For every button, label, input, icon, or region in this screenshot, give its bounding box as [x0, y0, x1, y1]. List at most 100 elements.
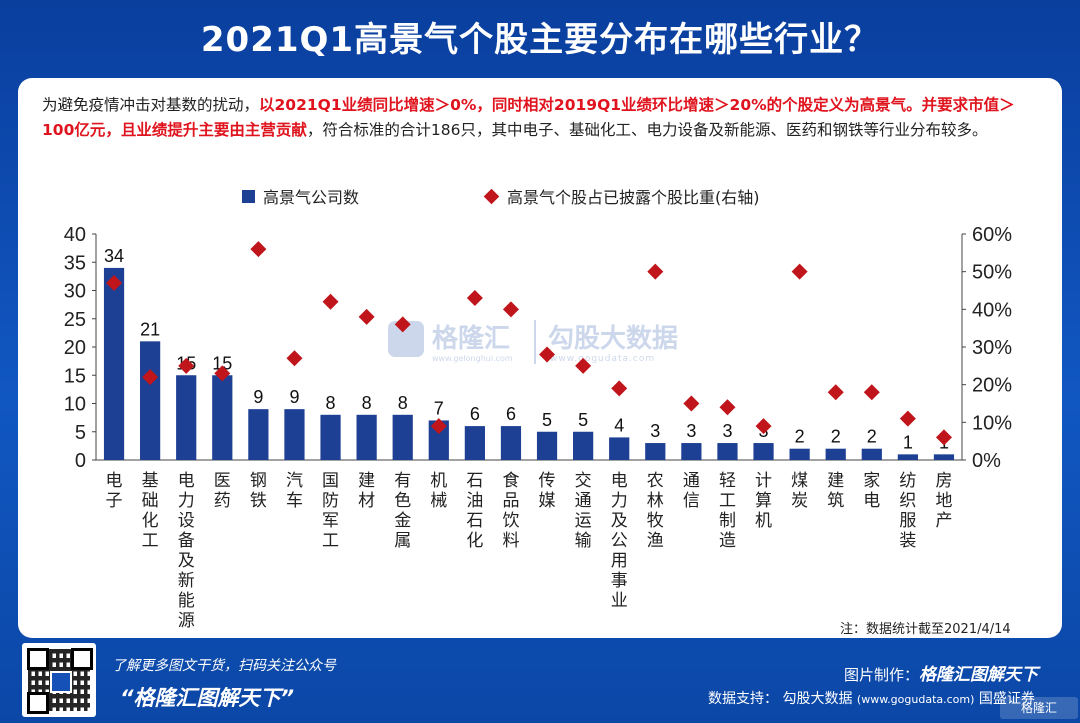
share-marker	[394, 316, 411, 333]
bar	[248, 409, 269, 460]
category-label-char: 子	[106, 491, 123, 511]
share-marker	[899, 410, 916, 427]
data-support-value: 勾股大数据	[782, 691, 853, 707]
bar	[861, 448, 882, 460]
bar-value-label: 1	[903, 432, 913, 452]
description-text: 为避免疫情冲击对基数的扰动，以2021Q1业绩同比增速＞0%，同时相对2019Q…	[42, 93, 1042, 143]
bar-value-label: 8	[398, 393, 408, 413]
category-label-char: 轻	[719, 471, 736, 491]
category-label-char: 石	[466, 471, 483, 491]
share-marker	[250, 241, 267, 258]
bar-value-label: 3	[722, 421, 732, 441]
bar-value-label: 2	[795, 427, 805, 447]
share-marker	[935, 429, 952, 446]
watermark-brand-1-url: www.gelonghui.com	[432, 354, 513, 363]
category-label-char: 渔	[647, 531, 664, 551]
y-left-tick-label: 0	[75, 450, 86, 472]
bar	[500, 426, 522, 460]
bar	[933, 454, 955, 460]
bar-value-label: 6	[470, 404, 480, 424]
category-label-char: 国	[322, 471, 339, 491]
category-label-char: 家	[863, 471, 880, 491]
category-label-char: 算	[755, 491, 772, 511]
category-label-char: 品	[502, 491, 519, 511]
bar-value-label: 5	[542, 410, 552, 430]
y-right-tick-label: 50%	[972, 262, 1012, 284]
category-label-char: 设	[178, 511, 195, 531]
data-support-url: (www.gogudata.com)	[856, 693, 975, 706]
category-label-char: 饮	[502, 511, 519, 531]
category-label-char: 交	[575, 471, 592, 491]
bar	[573, 431, 594, 460]
share-marker	[827, 384, 844, 401]
description-part-1: 为避免疫情冲击对基数的扰动，	[42, 96, 260, 114]
share-marker	[863, 384, 880, 401]
category-label-char: 工	[719, 491, 736, 511]
watermark-divider	[534, 320, 536, 364]
category-label-char: 运	[575, 511, 592, 531]
share-marker	[106, 274, 123, 291]
category-label-char: 械	[430, 491, 447, 511]
category-label-char: 有	[394, 471, 411, 491]
y-right-tick-label: 60%	[972, 224, 1012, 246]
description-highlight: 以2021Q1业绩同比增速＞0%，同时相对2019Q1业绩环比增速＞20%的个股…	[42, 96, 1015, 139]
category-label-char: 输	[575, 531, 592, 551]
follow-text: 了解更多图文干货，扫码关注公众号	[112, 658, 336, 674]
bar	[464, 426, 485, 460]
credit-brand: 格隆汇图解天下	[919, 665, 1039, 685]
qr-finder-tl	[27, 648, 49, 670]
legend-markers: 高景气个股占已披露个股比重(右轴)	[483, 184, 760, 208]
category-label-char: 工	[322, 531, 339, 551]
category-label-char: 备	[178, 531, 195, 551]
share-marker	[178, 357, 195, 374]
share-marker	[358, 308, 375, 325]
category-label-char: 纺	[899, 471, 916, 491]
y-left-tick-label: 15	[64, 365, 86, 387]
qr-code[interactable]	[22, 643, 96, 717]
category-label-char: 属	[394, 531, 411, 551]
qr-finder-tr	[71, 648, 93, 670]
bar-value-label: 2	[867, 427, 877, 447]
description-part-3: ，符合标准的合计186只，其中电子、基础化工、电力设备及新能源、医药和钢铁等行业…	[306, 121, 988, 139]
content-panel	[18, 78, 1062, 638]
bar-value-label: 6	[506, 404, 516, 424]
category-label-char: 通	[683, 471, 700, 491]
y-left-tick-label: 30	[64, 281, 86, 303]
y-right-tick-label: 0%	[972, 450, 1001, 472]
category-label-char: 建	[827, 471, 844, 491]
credit-label: 图片制作：	[844, 666, 920, 684]
share-marker	[719, 399, 736, 416]
y-right-tick-label: 10%	[972, 412, 1012, 434]
share-marker	[286, 350, 303, 367]
bar	[536, 431, 558, 460]
watermark-brand-2: 勾股大数据	[548, 324, 679, 354]
category-label-char: 筑	[827, 491, 844, 511]
category-label-char: 础	[142, 491, 159, 511]
category-label-char: 建	[358, 471, 375, 491]
category-label-char: 料	[502, 531, 519, 551]
bar-value-label: 5	[578, 410, 588, 430]
y-left-tick-label: 40	[64, 224, 86, 246]
category-label-char: 防	[322, 491, 339, 511]
y-left-tick-label: 20	[64, 337, 86, 359]
category-label-char: 及	[611, 511, 628, 531]
bar-value-label: 21	[140, 319, 160, 339]
bar-value-label: 3	[650, 421, 660, 441]
category-label-char: 材	[358, 491, 375, 511]
data-note: 注：数据统计截至2021/4/14	[840, 622, 1011, 637]
watermark-brand-2-url: www.gogudata.com	[550, 354, 656, 364]
bar	[320, 414, 341, 460]
bar	[176, 375, 197, 460]
category-label-char: 农	[647, 471, 664, 491]
legend-bars: 高景气公司数	[242, 184, 359, 208]
category-label-char: 铁	[250, 491, 267, 511]
category-label-char: 油	[466, 491, 483, 511]
bar	[356, 414, 377, 460]
watermark-brand-1: 格隆汇	[432, 324, 511, 354]
data-support-line: 数据支持： 勾股大数据 (www.gogudata.com) 国盛证券	[708, 688, 1035, 708]
category-label-char: 药	[214, 491, 231, 511]
bar-value-label: 8	[326, 393, 336, 413]
category-label-char: 及	[178, 551, 195, 571]
qr-finder-bl	[27, 692, 49, 714]
